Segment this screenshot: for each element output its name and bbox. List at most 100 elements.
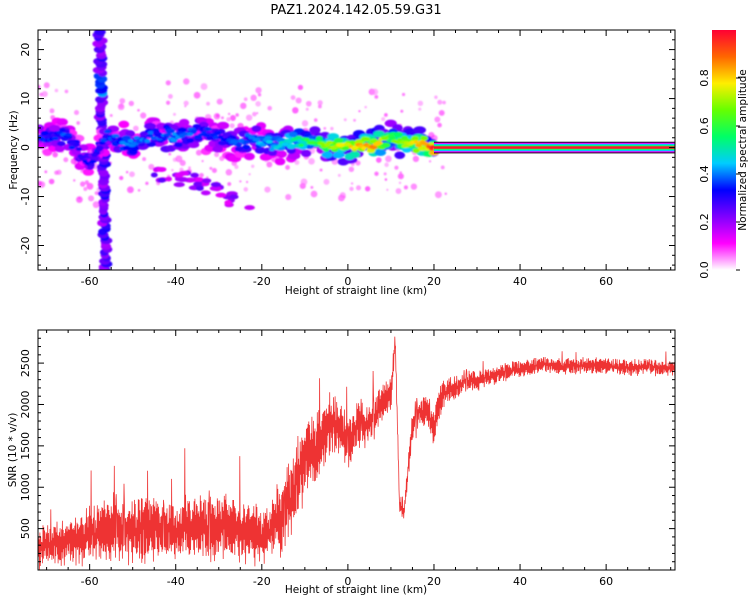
spectrogram-speckle [193,91,201,99]
spectrogram-ridge-blob [265,139,273,144]
spectrogram-ridge-blob [244,152,255,161]
spectrogram-ridge-blob [388,136,396,140]
spectrogram-x-axis-label: Height of straight line (km) [285,285,427,297]
spectrogram-speckle [206,101,210,106]
spectrogram-ridge-blob [327,133,340,140]
spectrogram-speckle [140,112,147,119]
spectrogram-speckle [206,176,209,179]
spectrogram-speckle [285,194,292,201]
spectrogram-speckle [199,172,204,178]
spectrogram-speckle [43,82,50,89]
spectrogram-x-tick-label: -20 [253,275,271,288]
spectrogram-speckle [133,125,139,132]
colorbar-tick-label: 0.4 [698,165,711,183]
spectrogram-ridge-blob [216,121,230,130]
snr-x-tick-label: 20 [427,575,441,588]
spectrogram-branch-blob [224,200,232,206]
spectrogram-ridge-blob [230,139,239,144]
spectrogram-speckle [398,181,402,185]
spectrogram-ridge-blob [152,130,160,135]
spectrogram-speckle [429,160,432,163]
snr-y-tick-label: 2000 [19,390,32,418]
spectrogram-ridge-blob [244,133,252,137]
spectrogram-speckle [128,100,135,107]
snr-y-tick-label: 2500 [19,349,32,377]
spectrogram-ridge-blob [144,139,151,143]
spectrogram-speckle [385,155,392,163]
spectrogram-speckle [295,97,302,104]
spectrogram-speckle [350,182,354,185]
spectrogram-speckle [175,155,183,163]
spectrogram-speckle [117,103,125,111]
spectrogram-ridge-blob [100,138,108,143]
spectrogram-speckle [76,196,83,203]
spectrogram-ridge-blob [111,134,120,138]
spectrogram-speckle [250,94,257,102]
spectrogram-speckle [215,113,220,118]
spectrogram-ridge-blob [202,133,211,138]
spectrogram-ridge-blob [150,135,157,140]
snr-marks [38,336,675,570]
spectrogram-speckle [358,110,361,113]
spectrogram-ridge-blob [125,130,136,137]
spectrogram-ridge-blob [68,145,76,150]
spectrogram-ridge-blob [286,147,296,154]
colorbar-tick-label: 0.2 [698,213,711,231]
snr-y-tick-label: 1500 [19,432,32,460]
spectrogram-speckle [109,113,113,117]
spectrogram-speckle [239,180,242,183]
spectrogram-ridge-blob [78,155,87,160]
spectrogram-speckle [228,112,231,116]
snr-frame [37,329,676,571]
spectrogram-speckle [255,87,262,94]
spectrogram-speckle [255,101,261,107]
spectrogram-ridge-blob [177,127,187,133]
spectrogram-speckle [88,195,95,202]
spectrogram-speckle [343,118,347,122]
spectrogram-speckle [41,91,48,98]
spectrogram-ridge-blob [286,143,296,149]
snr-series-line [38,336,675,570]
spectrogram-ridge-blob [88,159,97,164]
spectrogram-speckle [434,116,441,123]
spectrogram-speckle [235,113,239,117]
spectrogram-ridge-blob [315,135,323,142]
spectrogram-streak-blob [94,30,106,36]
colorbar: 0.0 0.2 0.4 0.6 0.8 Normalized spectral ampl… [698,30,749,279]
spectrogram-ridge-blob [304,137,310,142]
spectrogram-speckle [317,100,323,106]
spectrogram-speckle [349,186,354,192]
spectrogram-speckle [444,192,448,196]
spectrogram-speckle [86,182,94,190]
spectrogram-marks [38,30,675,270]
spectrogram-x-tick-label: 0 [344,275,351,288]
spectrogram-ridge-blob [40,130,49,136]
spectrogram-speckle [395,188,402,194]
spectrogram-speckle [355,185,362,191]
spectrogram-speckle [319,168,323,172]
spectrogram-speckle [257,93,262,97]
spectrogram-ridge-blob [174,142,183,148]
spectrogram-speckle [184,105,187,108]
spectrogram-speckle [374,171,379,176]
snr-x-axis-label: Height of straight line (km) [285,584,427,596]
spectrogram-x-tick-label: 60 [599,275,613,288]
spectrogram-speckle [400,109,404,113]
spectrogram-speckle [410,183,418,190]
spectrogram-speckle [305,100,312,107]
spectrogram-ridge-blob [59,127,66,132]
spectrogram-speckle [221,116,224,120]
colorbar-gradient [712,30,736,270]
spectrogram-ridge-blob [130,145,140,151]
spectrogram-x-tick-label: -40 [167,275,185,288]
spectrogram-speckle [381,117,386,122]
colorbar-tick-label: 0.8 [698,69,711,87]
spectrogram-branch-blob [173,182,185,188]
spectrogram-ridge-blob [421,142,430,146]
spectrogram-speckle [229,115,236,121]
spectrogram-ridge-blob [380,142,391,148]
spectrogram-y-tick-label: 0 [19,144,32,151]
spectrogram-ridge-blob [269,147,275,152]
spectrogram-speckle [417,100,424,107]
